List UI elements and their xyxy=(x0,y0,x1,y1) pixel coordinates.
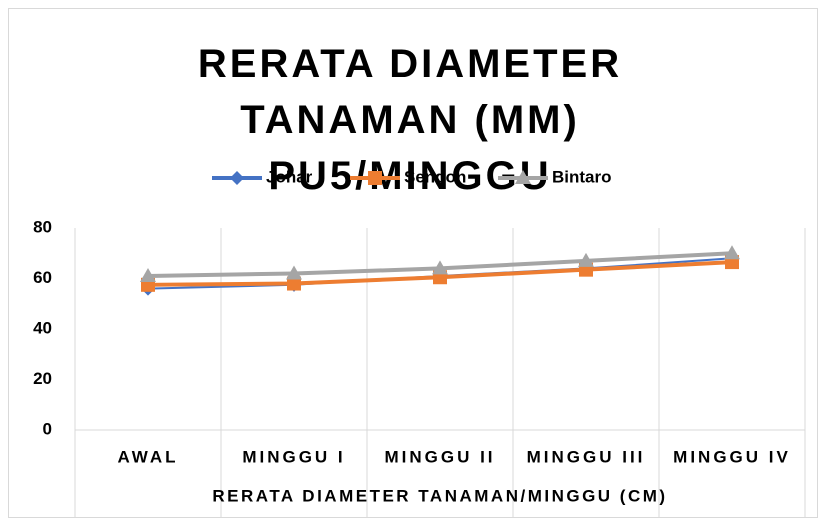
data-point xyxy=(140,267,156,282)
data-point xyxy=(578,252,594,267)
data-point xyxy=(286,265,302,280)
legend-label: Johar xyxy=(266,167,313,186)
y-tick-label: 0 xyxy=(43,419,52,438)
x-tick-label: MINGGU II xyxy=(384,447,495,466)
legend-label: Sengon xyxy=(404,167,466,186)
legend-marker xyxy=(515,170,531,184)
x-axis-label: RERATA DIAMETER TANAMAN/MINGGU (CM) xyxy=(212,486,667,505)
x-tick-label: MINGGU III xyxy=(527,447,646,466)
y-tick-label: 60 xyxy=(33,268,52,287)
data-point xyxy=(287,276,301,291)
y-tick-label: 20 xyxy=(33,369,52,388)
x-tick-label: MINGGU I xyxy=(242,447,345,466)
x-tick-label: AWAL xyxy=(117,447,178,466)
x-tick-label: MINGGU IV xyxy=(673,447,791,466)
chart-frame xyxy=(8,8,818,518)
legend-marker xyxy=(368,171,382,185)
legend-marker xyxy=(230,171,244,185)
legend-label: Bintaro xyxy=(552,167,612,186)
y-tick-label: 40 xyxy=(33,318,52,337)
y-tick-label: 80 xyxy=(33,217,52,236)
data-point xyxy=(432,260,448,275)
data-point xyxy=(724,245,740,260)
